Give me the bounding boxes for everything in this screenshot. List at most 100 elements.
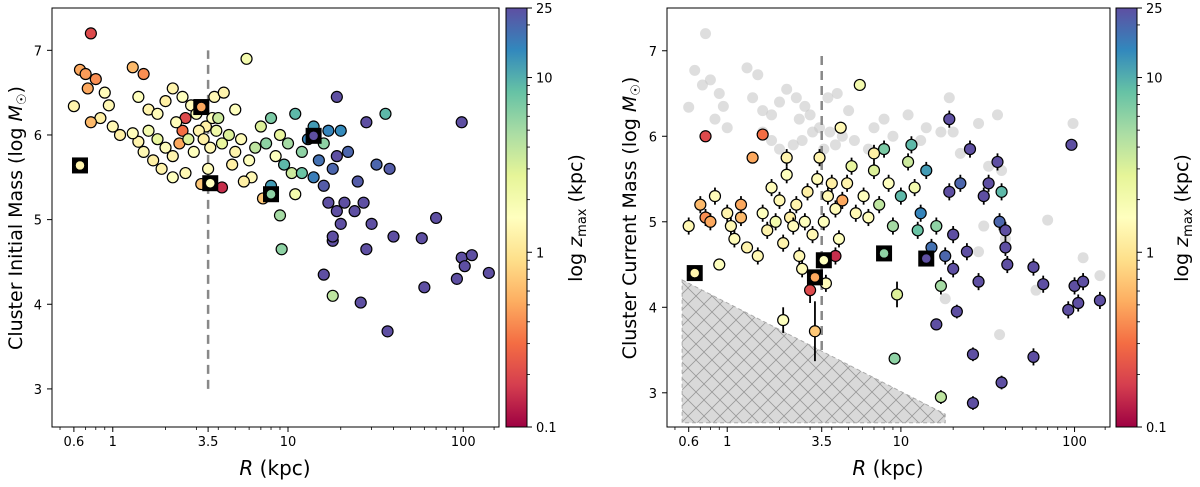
- highlighted-point: [819, 255, 829, 266]
- data-point: [126, 61, 139, 74]
- left-colorbar-label-z: z: [565, 236, 587, 248]
- data-point: [728, 232, 741, 245]
- right-points: [682, 78, 1107, 410]
- background-point: [774, 143, 786, 155]
- y-tick-label: 3: [649, 387, 657, 402]
- data-point: [182, 133, 195, 146]
- right-x-axis-label-var: R: [852, 456, 866, 480]
- data-point: [811, 172, 824, 186]
- data-point: [853, 78, 866, 92]
- data-point: [947, 262, 960, 275]
- data-point: [79, 67, 92, 81]
- data-point: [930, 219, 943, 233]
- data-point: [217, 86, 230, 99]
- background-point: [829, 139, 841, 151]
- data-point: [756, 207, 769, 220]
- data-point: [704, 215, 717, 228]
- data-point: [142, 124, 155, 137]
- data-point: [147, 154, 160, 167]
- data-point: [295, 166, 308, 180]
- data-point: [934, 279, 948, 293]
- data-point: [954, 177, 967, 190]
- left-y-axis-label-m: M: [5, 105, 27, 121]
- right-panel: 0.6 1 3.5 10 100 3 4 5 6 7 R (kpc) Cluster Curre…: [619, 2, 1196, 480]
- right-colorbar: 0.1 1 10 25 log zmax (kpc): [1115, 2, 1196, 436]
- left-plot-area: [51, 7, 500, 428]
- data-point: [379, 107, 392, 120]
- data-point: [275, 243, 288, 256]
- background-point: [807, 126, 819, 138]
- left-y-axis-label-sun: ☉: [15, 93, 30, 105]
- data-point: [888, 352, 901, 365]
- data-point: [176, 124, 189, 137]
- data-point: [708, 190, 722, 203]
- right-y-axis-ticks: 3 4 5 6 7: [649, 45, 667, 402]
- data-point: [734, 198, 748, 211]
- right-x-axis-label-unit: (kpc): [866, 456, 923, 480]
- data-point: [159, 141, 172, 154]
- data-point: [890, 288, 904, 301]
- background-point: [902, 109, 914, 121]
- data-point: [966, 348, 980, 361]
- data-point: [243, 154, 256, 167]
- background-point: [787, 139, 799, 151]
- data-point: [1027, 260, 1040, 274]
- data-point: [995, 376, 1008, 389]
- highlighted-point: [205, 178, 216, 188]
- data-point: [341, 145, 355, 158]
- data-point: [777, 314, 790, 327]
- data-point: [249, 141, 262, 154]
- right-colorbar-ticks: 0.1 1 10 25: [1137, 2, 1167, 436]
- background-point: [796, 135, 808, 147]
- data-point: [330, 150, 343, 163]
- right-y-axis-label-close: ): [619, 77, 641, 84]
- background-point: [973, 117, 985, 129]
- background-point: [843, 105, 855, 117]
- data-point: [281, 137, 295, 150]
- background-point: [822, 92, 834, 104]
- background-point: [994, 329, 1006, 341]
- left-plot-frame: [51, 7, 500, 428]
- data-point: [383, 162, 396, 175]
- colorbar-tick-label: 25: [1146, 2, 1163, 17]
- colorbar-tick-label: 1: [1146, 246, 1154, 261]
- x-tick-label: 3.5: [811, 435, 832, 450]
- y-tick-label: 7: [649, 45, 657, 60]
- background-point: [689, 64, 701, 76]
- background-point: [991, 109, 1003, 121]
- background-point: [947, 126, 959, 138]
- data-point: [89, 73, 102, 86]
- data-point: [769, 215, 782, 228]
- data-point: [418, 281, 431, 294]
- data-point: [357, 196, 370, 209]
- data-point: [995, 185, 1008, 198]
- background-point: [752, 69, 764, 81]
- data-point: [939, 249, 952, 263]
- background-point: [709, 113, 721, 125]
- data-point: [803, 284, 817, 297]
- data-point: [269, 150, 282, 163]
- data-point: [179, 166, 192, 180]
- background-point: [766, 109, 778, 121]
- left-x-axis-label-unit: (kpc): [253, 456, 310, 480]
- data-point: [801, 185, 814, 198]
- data-point: [264, 111, 278, 125]
- data-point: [963, 142, 977, 156]
- data-point: [999, 224, 1012, 237]
- data-point: [829, 202, 842, 216]
- data-point: [713, 258, 726, 271]
- data-point: [229, 103, 242, 116]
- y-tick-label: 3: [34, 383, 42, 398]
- data-point: [222, 128, 236, 142]
- data-point: [877, 142, 891, 156]
- data-point: [740, 241, 754, 254]
- data-point: [176, 90, 189, 103]
- data-point: [166, 171, 179, 184]
- data-point: [934, 390, 948, 404]
- data-point: [84, 116, 97, 129]
- data-point: [813, 151, 826, 164]
- data-point: [914, 207, 927, 220]
- background-point: [713, 88, 725, 100]
- left-highlighted-points: [71, 99, 322, 203]
- data-point: [834, 121, 847, 134]
